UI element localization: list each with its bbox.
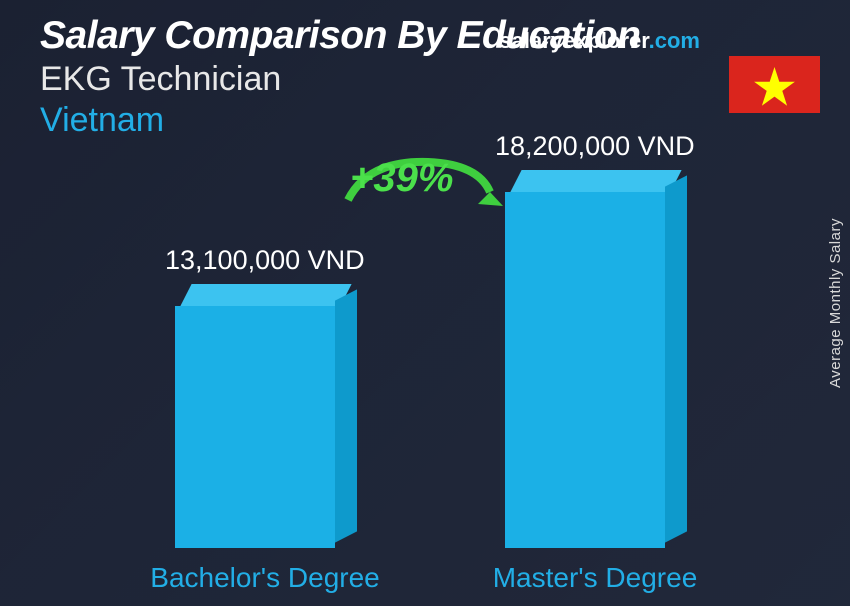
bar-1 bbox=[505, 192, 665, 548]
bar-side bbox=[335, 289, 357, 542]
country-flag-icon bbox=[729, 56, 820, 113]
bar-value-label: 18,200,000 VND bbox=[495, 131, 695, 162]
bar-top bbox=[180, 284, 351, 306]
job-title: EKG Technician bbox=[40, 60, 810, 99]
bar-category-label: Master's Degree bbox=[460, 562, 730, 594]
site-name-part2: .com bbox=[649, 28, 700, 53]
bar-category-label: Bachelor's Degree bbox=[130, 562, 400, 594]
bar-front bbox=[505, 192, 665, 548]
bar-side bbox=[665, 175, 687, 542]
site-brand: salaryexplorer.com bbox=[499, 28, 700, 54]
bar-value-label: 13,100,000 VND bbox=[165, 245, 365, 276]
bar-0 bbox=[175, 306, 335, 548]
site-name-part1: salaryexplorer bbox=[499, 28, 648, 53]
salary-bar-chart: +39% 13,100,000 VNDBachelor's Degree18,2… bbox=[0, 150, 850, 606]
bar-front bbox=[175, 306, 335, 548]
bar-top bbox=[510, 170, 681, 192]
percent-increase-label: +39% bbox=[350, 156, 453, 201]
